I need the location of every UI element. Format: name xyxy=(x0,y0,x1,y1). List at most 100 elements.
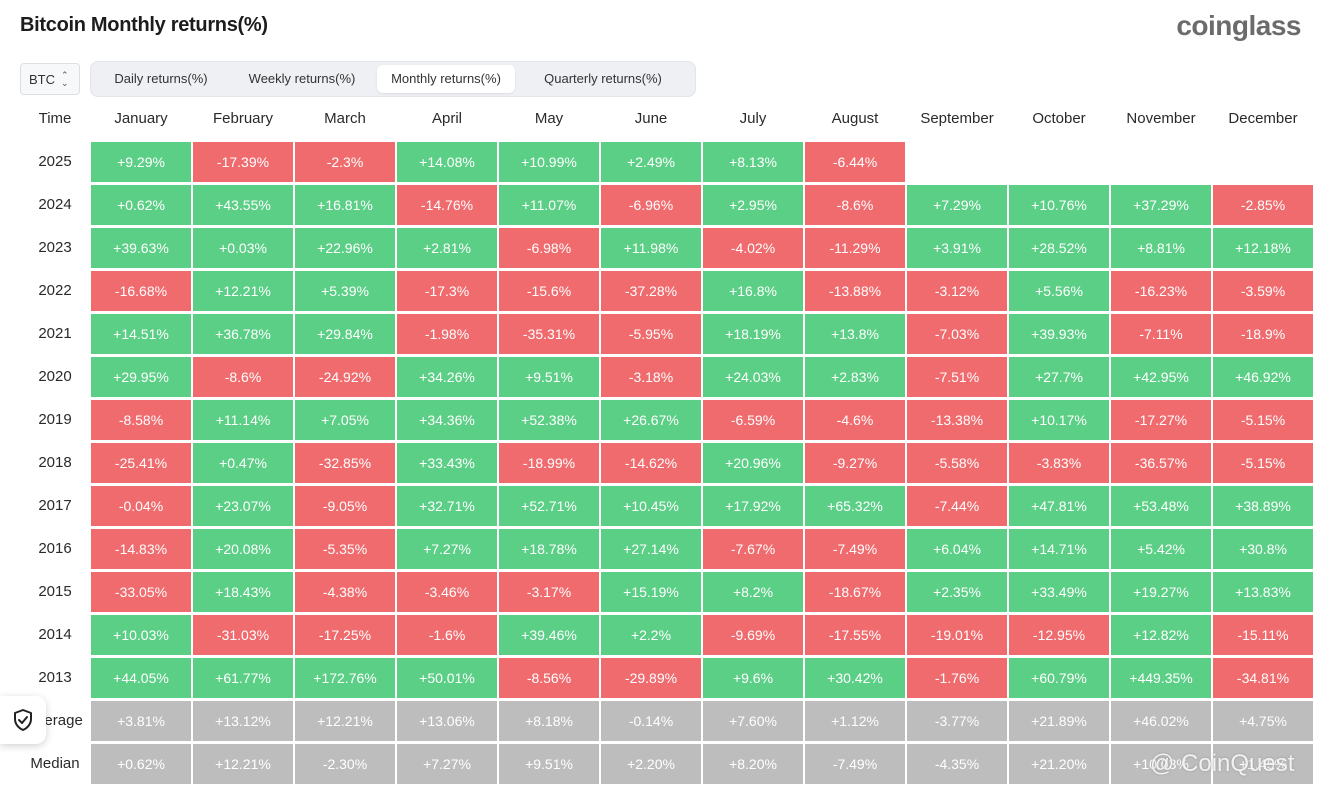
return-cell: -7.51% xyxy=(907,357,1007,397)
return-cell: +65.32% xyxy=(805,486,905,526)
return-cell: -4.02% xyxy=(703,228,803,268)
row-label-year: 2015 xyxy=(38,583,72,600)
return-cell: +20.96% xyxy=(703,443,803,483)
return-cell: +24.03% xyxy=(703,357,803,397)
return-cell: -1.98% xyxy=(397,314,497,354)
return-cell: +42.95% xyxy=(1111,357,1211,397)
return-cell: +9.51% xyxy=(499,357,599,397)
return-cell: +15.19% xyxy=(601,572,701,612)
column-header-month: January xyxy=(114,110,168,127)
stat-cell: +4.75% xyxy=(1213,701,1313,741)
return-cell: -14.76% xyxy=(397,185,497,225)
row-label-year: 2024 xyxy=(38,196,72,213)
tab-monthly-returns[interactable]: Monthly returns(%) xyxy=(377,65,515,93)
return-cell: -7.44% xyxy=(907,486,1007,526)
return-cell: +10.76% xyxy=(1009,185,1109,225)
return-cell: -5.15% xyxy=(1213,400,1313,440)
return-cell: +34.36% xyxy=(397,400,497,440)
return-cell: -17.3% xyxy=(397,271,497,311)
row-label-year: 2021 xyxy=(38,325,72,342)
shield-check-button[interactable] xyxy=(0,696,46,744)
return-cell: -14.83% xyxy=(91,529,191,569)
return-cell: -31.03% xyxy=(193,615,293,655)
return-cell: -6.98% xyxy=(499,228,599,268)
return-cell: -2.3% xyxy=(295,142,395,182)
return-cell: -3.83% xyxy=(1009,443,1109,483)
return-cell: +2.49% xyxy=(601,142,701,182)
return-cell: +14.51% xyxy=(91,314,191,354)
return-cell: -9.27% xyxy=(805,443,905,483)
return-cell: -5.95% xyxy=(601,314,701,354)
return-cell: +14.71% xyxy=(1009,529,1109,569)
stat-cell: +10.03% xyxy=(1111,744,1211,784)
column-header-month: October xyxy=(1032,110,1086,127)
return-cell: -9.05% xyxy=(295,486,395,526)
return-cell: +9.29% xyxy=(91,142,191,182)
tab-quarterly-returns[interactable]: Quarterly returns(%) xyxy=(544,71,662,86)
return-cell: +34.26% xyxy=(397,357,497,397)
column-header-month: December xyxy=(1228,110,1298,127)
return-cell: -6.44% xyxy=(805,142,905,182)
return-cell: -9.69% xyxy=(703,615,803,655)
return-cell: +32.71% xyxy=(397,486,497,526)
return-cell: -8.6% xyxy=(193,357,293,397)
row-label-year: 2020 xyxy=(38,368,72,385)
return-cell: +11.14% xyxy=(193,400,293,440)
return-cell: +2.35% xyxy=(907,572,1007,612)
return-cell: -16.23% xyxy=(1111,271,1211,311)
return-cell: +20.08% xyxy=(193,529,293,569)
return-cell: +11.07% xyxy=(499,185,599,225)
return-cell: +27.14% xyxy=(601,529,701,569)
return-cell: -0.04% xyxy=(91,486,191,526)
brand-logo[interactable]: coinglass xyxy=(1176,10,1301,41)
return-cell: -5.35% xyxy=(295,529,395,569)
coin-select[interactable]: BTC ⌃ ⌄ xyxy=(20,63,80,95)
return-cell: +53.48% xyxy=(1111,486,1211,526)
return-cell: -35.31% xyxy=(499,314,599,354)
return-cell: -7.67% xyxy=(703,529,803,569)
tab-weekly-returns[interactable]: Weekly returns(%) xyxy=(248,71,356,86)
return-cell: -3.12% xyxy=(907,271,1007,311)
return-cell: +29.84% xyxy=(295,314,395,354)
return-cell: +39.46% xyxy=(499,615,599,655)
return-cell: -13.88% xyxy=(805,271,905,311)
return-cell: +43.55% xyxy=(193,185,293,225)
return-cell: -1.6% xyxy=(397,615,497,655)
return-cell: -17.25% xyxy=(295,615,395,655)
stat-cell: +21.89% xyxy=(1009,701,1109,741)
row-label-year: 2016 xyxy=(38,540,72,557)
return-cell: +17.92% xyxy=(703,486,803,526)
return-cell: -4.6% xyxy=(805,400,905,440)
return-cell: -25.41% xyxy=(91,443,191,483)
return-cell: +449.35% xyxy=(1111,658,1211,698)
return-cell: -4.38% xyxy=(295,572,395,612)
return-cell: -29.89% xyxy=(601,658,701,698)
return-cell: +10.45% xyxy=(601,486,701,526)
return-cell: +7.05% xyxy=(295,400,395,440)
return-cell: +7.27% xyxy=(397,529,497,569)
tab-daily-returns[interactable]: Daily returns(%) xyxy=(114,71,208,86)
watermark: @ CoinQuest xyxy=(1150,750,1295,777)
return-cell: +0.47% xyxy=(193,443,293,483)
column-header-month: February xyxy=(212,110,274,127)
return-cell: -11.29% xyxy=(805,228,905,268)
column-header-month: May xyxy=(534,110,564,127)
return-cell: -14.62% xyxy=(601,443,701,483)
return-cell: +50.01% xyxy=(397,658,497,698)
return-cell: +36.78% xyxy=(193,314,293,354)
row-label-year: 2013 xyxy=(38,669,72,686)
return-cell: +2.2% xyxy=(601,615,701,655)
column-header-month: March xyxy=(324,110,366,127)
return-cell: -18.99% xyxy=(499,443,599,483)
stat-cell: +2.20% xyxy=(601,744,701,784)
return-cell: +29.95% xyxy=(91,357,191,397)
row-label-year: 2022 xyxy=(38,282,72,299)
return-cell: +22.96% xyxy=(295,228,395,268)
return-cell: +7.29% xyxy=(907,185,1007,225)
return-cell: -12.95% xyxy=(1009,615,1109,655)
row-label-year: 2018 xyxy=(38,454,72,471)
return-cell: +2.83% xyxy=(805,357,905,397)
stat-cell: +9.51% xyxy=(499,744,599,784)
column-header-month: July xyxy=(739,110,767,127)
return-cell: +5.56% xyxy=(1009,271,1109,311)
